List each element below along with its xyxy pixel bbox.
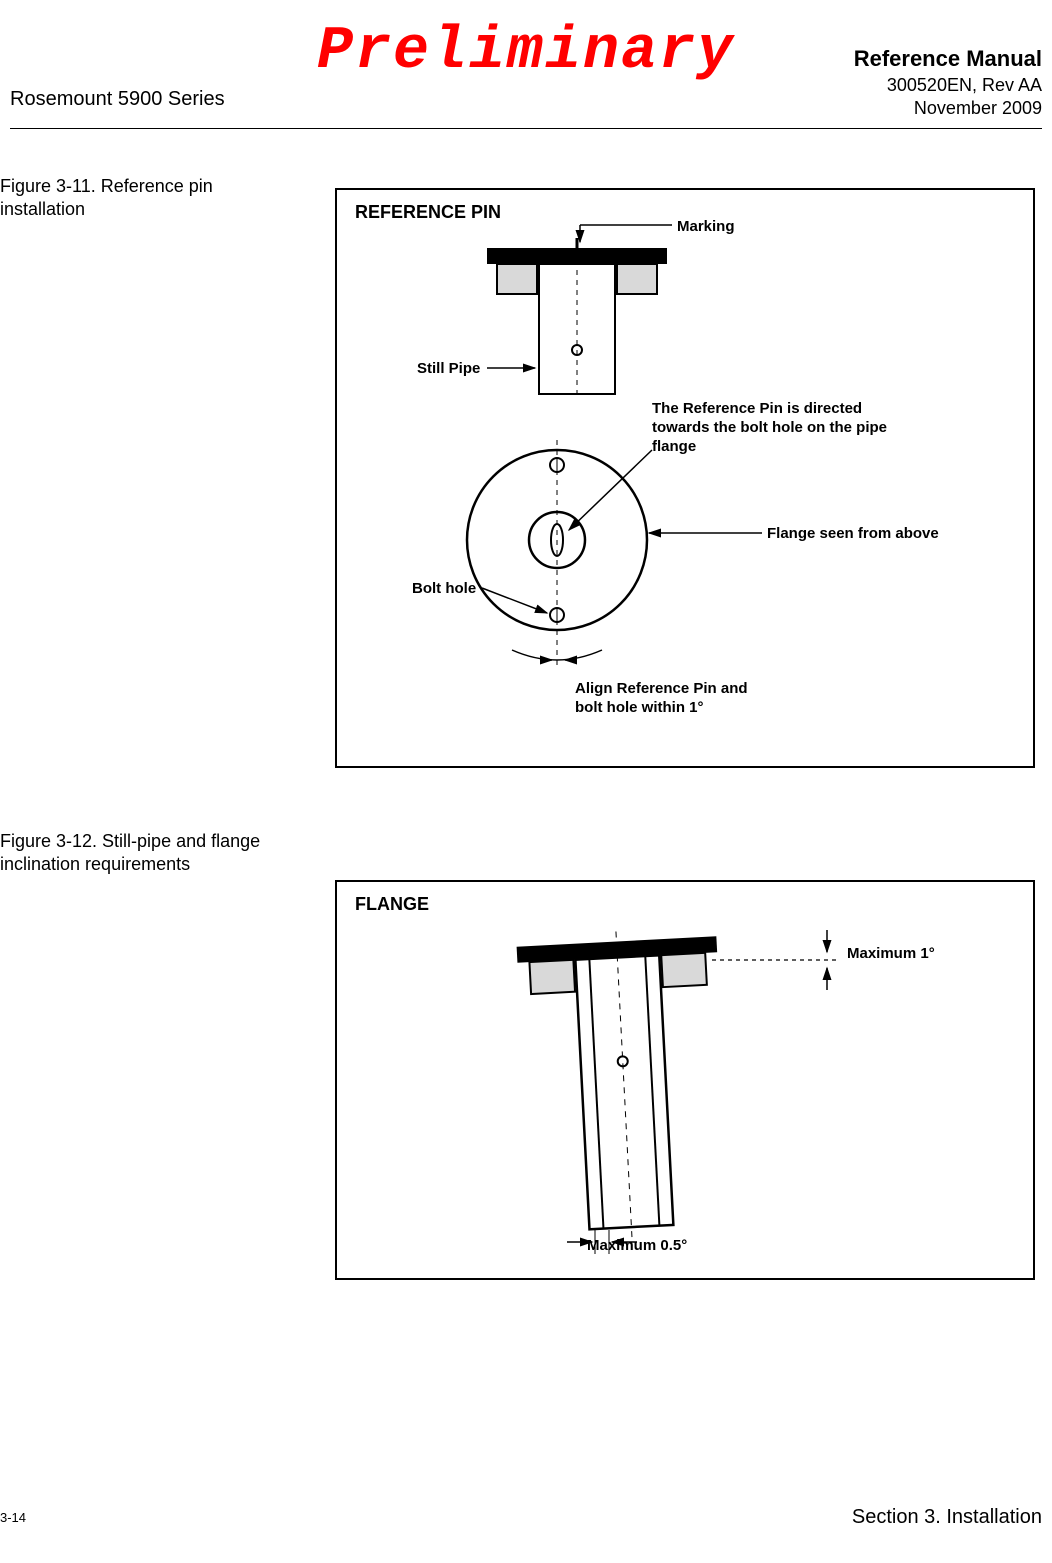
page-number: 3-14 [0, 1510, 26, 1525]
header-docno: 300520EN, Rev AA [854, 74, 1042, 97]
header-date: November 2009 [854, 97, 1042, 120]
figure-3-12-box: FLANGE Maximum 1° Maximum 0.5° [335, 880, 1035, 1280]
figure-3-11-box: REFERENCE PIN Marking Still Pipe The Ref… [335, 188, 1035, 768]
figure-3-12-caption: Figure 3-12. Still-pipe and flange incli… [0, 830, 300, 875]
figure-3-11-diagram [337, 190, 1037, 770]
header-right: Reference Manual 300520EN, Rev AA Novemb… [854, 45, 1042, 120]
section-label: Section 3. Installation [852, 1506, 1042, 1529]
figure-3-12-diagram [337, 882, 1037, 1282]
header-rule [10, 128, 1042, 129]
preliminary-watermark: Preliminary [317, 18, 735, 86]
header-title: Reference Manual [854, 45, 1042, 74]
header-product: Rosemount 5900 Series [10, 88, 225, 111]
figure-3-11-caption: Figure 3-11. Reference pin installation [0, 175, 300, 220]
